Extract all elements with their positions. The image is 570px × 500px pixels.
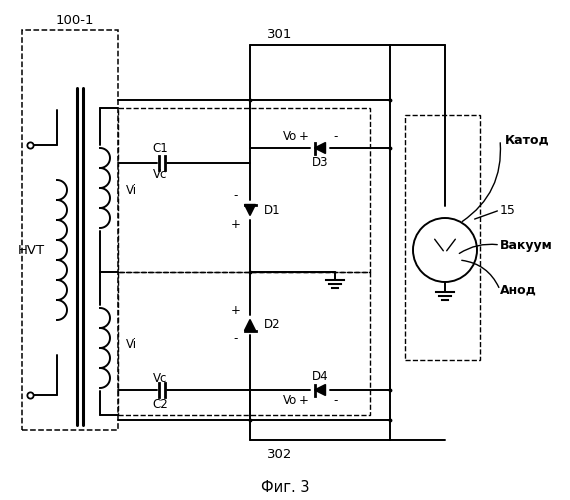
Text: +: + (299, 130, 309, 143)
Bar (22, 30, 118, 430)
Text: C2: C2 (152, 398, 168, 410)
Text: Вакуум: Вакуум (500, 238, 553, 252)
Text: -: - (334, 130, 338, 143)
Text: 302: 302 (267, 448, 292, 462)
Text: Катод: Катод (505, 134, 549, 146)
Text: 100-1: 100-1 (56, 14, 94, 26)
Text: +: + (231, 304, 241, 318)
Bar (405, 115, 480, 360)
Text: 15: 15 (500, 204, 516, 216)
Text: -: - (234, 190, 238, 202)
Text: D3: D3 (312, 156, 328, 168)
Text: Vc: Vc (153, 168, 167, 181)
Text: 301: 301 (267, 28, 292, 42)
Text: -: - (234, 332, 238, 345)
Circle shape (413, 218, 477, 282)
Text: Анод: Анод (500, 284, 537, 296)
Text: +: + (299, 394, 309, 407)
Text: C1: C1 (152, 142, 168, 156)
Text: D2: D2 (264, 318, 280, 332)
Text: Vc: Vc (153, 372, 167, 384)
Text: Vo: Vo (283, 130, 297, 143)
Text: -: - (334, 394, 338, 407)
Polygon shape (245, 204, 255, 216)
Text: +: + (231, 218, 241, 230)
Text: HVT: HVT (18, 244, 45, 256)
Polygon shape (315, 142, 325, 154)
Text: Vo: Vo (283, 394, 297, 407)
Text: D1: D1 (264, 204, 280, 216)
Text: Vi: Vi (126, 338, 137, 351)
Polygon shape (315, 384, 325, 396)
Polygon shape (245, 320, 255, 330)
Bar (118, 272, 370, 415)
Text: Vi: Vi (126, 184, 137, 196)
Text: Фиг. 3: Фиг. 3 (260, 480, 310, 496)
Bar (118, 108, 370, 272)
Text: D4: D4 (312, 370, 328, 382)
